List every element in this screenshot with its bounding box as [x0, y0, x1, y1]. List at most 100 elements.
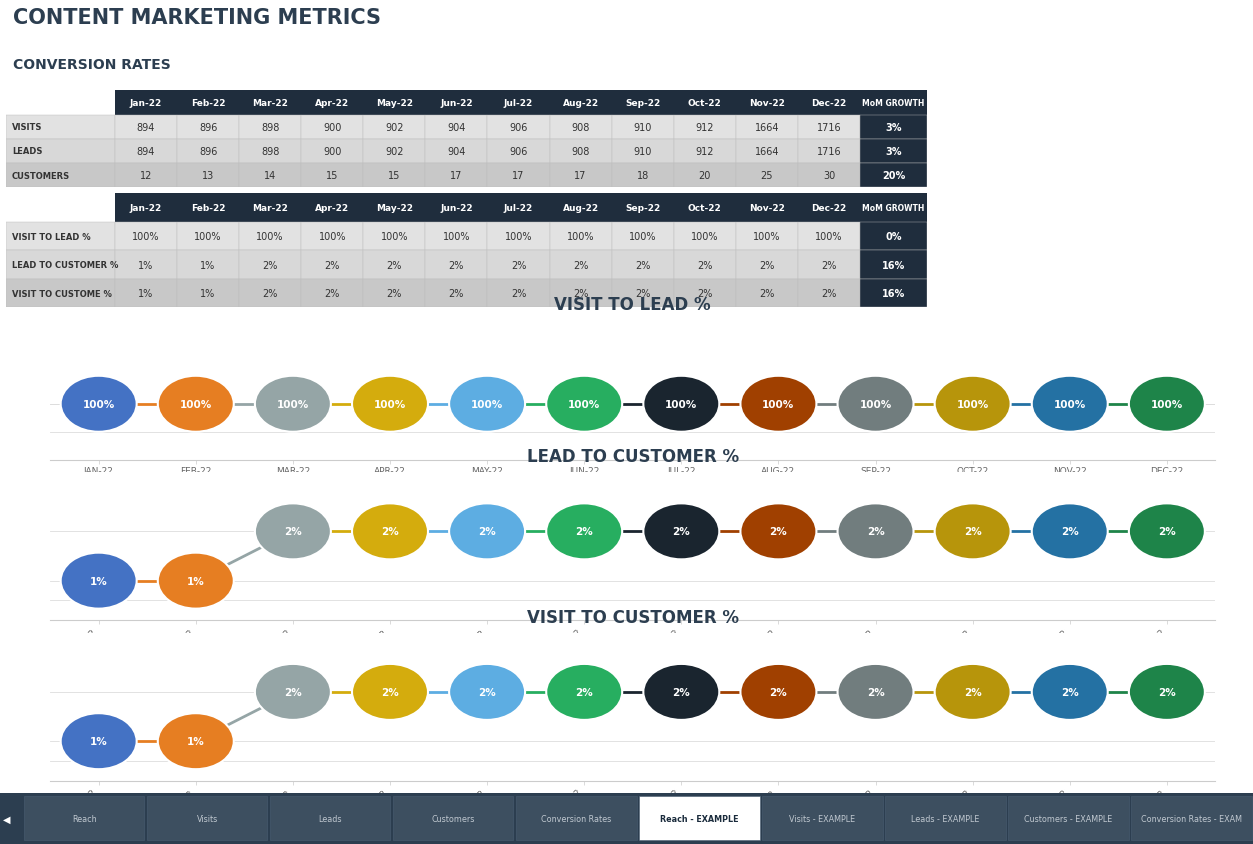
FancyBboxPatch shape	[550, 279, 611, 308]
Text: 100%: 100%	[956, 399, 989, 409]
Ellipse shape	[1031, 504, 1108, 560]
Ellipse shape	[643, 504, 719, 560]
Ellipse shape	[352, 504, 429, 560]
Text: 16%: 16%	[882, 260, 905, 270]
FancyBboxPatch shape	[736, 164, 798, 188]
Text: 902: 902	[385, 147, 403, 157]
FancyBboxPatch shape	[239, 279, 301, 308]
Ellipse shape	[449, 376, 525, 432]
Text: Visits - EXAMPLE: Visits - EXAMPLE	[789, 814, 856, 823]
Ellipse shape	[643, 376, 719, 432]
Text: 100%: 100%	[257, 232, 284, 242]
Ellipse shape	[1031, 664, 1108, 720]
Text: 2%: 2%	[673, 527, 690, 537]
Text: 100%: 100%	[373, 399, 406, 409]
Text: LEADS: LEADS	[11, 148, 43, 156]
Text: 3%: 3%	[886, 122, 902, 133]
FancyBboxPatch shape	[115, 164, 177, 188]
Ellipse shape	[741, 504, 817, 560]
Text: Visits: Visits	[197, 814, 218, 823]
Text: 1%: 1%	[187, 576, 204, 586]
Ellipse shape	[837, 664, 913, 720]
Text: 100%: 100%	[762, 399, 794, 409]
Text: 904: 904	[447, 122, 466, 133]
Text: CONTENT MARKETING METRICS: CONTENT MARKETING METRICS	[13, 8, 381, 29]
Text: VISIT TO CUSTOME %: VISIT TO CUSTOME %	[11, 289, 112, 298]
Text: Feb-22: Feb-22	[190, 204, 226, 213]
Text: Nov-22: Nov-22	[749, 204, 784, 213]
Text: 1716: 1716	[817, 147, 841, 157]
Text: 1%: 1%	[200, 289, 216, 299]
FancyBboxPatch shape	[6, 223, 115, 251]
Text: 2%: 2%	[479, 687, 496, 697]
FancyBboxPatch shape	[550, 139, 611, 164]
Text: Oct-22: Oct-22	[688, 204, 722, 213]
Text: Jul-22: Jul-22	[504, 99, 533, 108]
Text: CUSTOMERS: CUSTOMERS	[11, 171, 70, 181]
Text: 0%: 0%	[886, 232, 902, 242]
FancyBboxPatch shape	[177, 139, 239, 164]
Text: 1%: 1%	[187, 736, 204, 746]
Text: 894: 894	[137, 122, 155, 133]
Text: 898: 898	[261, 147, 279, 157]
Text: 2%: 2%	[867, 527, 885, 537]
FancyBboxPatch shape	[6, 251, 115, 279]
Ellipse shape	[449, 504, 525, 560]
Text: 100%: 100%	[860, 399, 892, 409]
FancyBboxPatch shape	[550, 251, 611, 279]
Ellipse shape	[254, 376, 331, 432]
Text: 2%: 2%	[573, 260, 588, 270]
Text: 2%: 2%	[575, 527, 593, 537]
Ellipse shape	[254, 504, 331, 560]
Text: May-22: May-22	[376, 99, 412, 108]
Text: VISITS: VISITS	[11, 123, 43, 132]
FancyBboxPatch shape	[115, 139, 177, 164]
Text: 1664: 1664	[754, 147, 779, 157]
Ellipse shape	[158, 376, 234, 432]
Ellipse shape	[1129, 664, 1205, 720]
Text: 908: 908	[571, 147, 590, 157]
Text: Conversion Rates: Conversion Rates	[541, 814, 611, 823]
Text: 2%: 2%	[325, 289, 340, 299]
FancyBboxPatch shape	[239, 139, 301, 164]
FancyBboxPatch shape	[425, 279, 487, 308]
FancyBboxPatch shape	[860, 164, 927, 188]
FancyBboxPatch shape	[177, 279, 239, 308]
Text: Oct-22: Oct-22	[688, 99, 722, 108]
Ellipse shape	[837, 504, 913, 560]
Ellipse shape	[837, 376, 913, 432]
FancyBboxPatch shape	[177, 164, 239, 188]
FancyBboxPatch shape	[860, 139, 927, 164]
Text: 100%: 100%	[566, 232, 594, 242]
Text: 2%: 2%	[387, 260, 402, 270]
Text: 896: 896	[199, 122, 217, 133]
FancyBboxPatch shape	[798, 251, 860, 279]
Text: Reach - EXAMPLE: Reach - EXAMPLE	[660, 814, 738, 823]
FancyBboxPatch shape	[611, 164, 674, 188]
FancyBboxPatch shape	[6, 116, 115, 139]
FancyBboxPatch shape	[363, 139, 425, 164]
Ellipse shape	[1031, 376, 1108, 432]
Ellipse shape	[935, 664, 1011, 720]
Text: VISIT TO LEAD %: VISIT TO LEAD %	[11, 232, 90, 241]
FancyBboxPatch shape	[611, 279, 674, 308]
Text: 908: 908	[571, 122, 590, 133]
Text: 12: 12	[140, 171, 152, 181]
Text: 2%: 2%	[573, 289, 588, 299]
Text: 15: 15	[388, 171, 401, 181]
Text: MoM GROWTH: MoM GROWTH	[862, 204, 925, 213]
Ellipse shape	[1129, 504, 1205, 560]
Text: 2%: 2%	[759, 289, 774, 299]
FancyBboxPatch shape	[363, 164, 425, 188]
Text: 2%: 2%	[1061, 687, 1079, 697]
FancyBboxPatch shape	[425, 251, 487, 279]
FancyBboxPatch shape	[487, 251, 550, 279]
FancyBboxPatch shape	[239, 251, 301, 279]
Text: 100%: 100%	[1054, 399, 1086, 409]
Text: 900: 900	[323, 147, 341, 157]
Text: 2%: 2%	[867, 687, 885, 697]
Text: 2%: 2%	[769, 687, 787, 697]
FancyBboxPatch shape	[301, 223, 363, 251]
FancyBboxPatch shape	[0, 793, 1253, 844]
FancyBboxPatch shape	[425, 139, 487, 164]
